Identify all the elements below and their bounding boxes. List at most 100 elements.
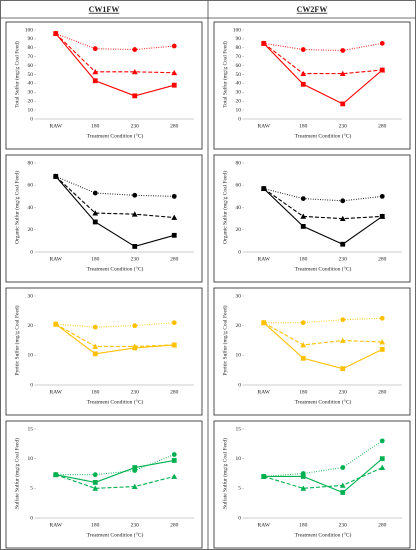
y-tick-label: 40 <box>236 205 242 211</box>
series-line <box>55 323 175 355</box>
x-tick-label: 230 <box>131 123 140 129</box>
series-line <box>55 459 175 483</box>
y-tick-label: 10 <box>236 456 242 462</box>
y-tick-label: 80 <box>28 160 34 166</box>
marker <box>300 196 306 202</box>
series-line <box>263 317 383 324</box>
y-tick-label: 80 <box>236 45 242 51</box>
marker <box>300 342 307 348</box>
x-tick-label: RAW <box>50 522 63 528</box>
marker <box>300 474 306 479</box>
series-line <box>55 322 175 328</box>
x-tick-label: RAW <box>258 389 271 395</box>
y-tick-label: 0 <box>30 249 33 255</box>
marker <box>379 315 385 321</box>
marker <box>132 345 138 351</box>
marker <box>379 347 385 352</box>
series-line <box>263 42 383 52</box>
y-axis-label: Sulfate Sulfur (mg/g Coal Feed) <box>221 438 228 509</box>
marker <box>340 48 346 53</box>
marker <box>171 193 177 199</box>
series-line <box>263 458 383 494</box>
x-tick-label: RAW <box>50 389 63 395</box>
series-line <box>55 175 175 197</box>
marker <box>171 214 178 220</box>
y-tick-label: 0 <box>30 515 33 521</box>
marker <box>131 68 138 75</box>
x-tick-label: 180 <box>299 256 308 262</box>
y-tick-label: 10 <box>236 107 242 113</box>
marker <box>261 186 267 191</box>
y-tick-label: 80 <box>28 45 34 51</box>
y-tick-label: 5 <box>238 486 241 492</box>
y-tick-label: 70 <box>28 54 34 60</box>
marker <box>92 78 98 84</box>
chart-panel <box>5 420 203 549</box>
series-line <box>263 322 383 370</box>
y-tick-label: 30 <box>236 90 242 96</box>
y-tick-label: 40 <box>236 81 242 87</box>
series-line <box>263 188 383 202</box>
marker <box>340 366 346 372</box>
marker <box>300 224 306 229</box>
column-header: CW2FW <box>297 5 328 14</box>
y-tick-label: 5 <box>30 486 33 492</box>
x-tick-label: RAW <box>258 256 271 262</box>
x-tick-label: 180 <box>91 123 100 129</box>
y-tick-label: 0 <box>238 382 241 388</box>
series-line <box>55 474 175 489</box>
x-tick-label: 180 <box>299 522 308 528</box>
series-line <box>55 175 175 248</box>
y-tick-label: 10 <box>28 107 34 113</box>
x-tick-label: 280 <box>170 123 179 129</box>
marker <box>171 320 177 326</box>
marker <box>171 473 178 479</box>
y-tick-label: 60 <box>236 63 242 69</box>
y-tick-label: 10 <box>28 456 34 462</box>
x-tick-label: 230 <box>131 256 140 262</box>
marker <box>92 324 98 330</box>
y-tick-label: 10 <box>236 353 242 359</box>
x-axis-label: Treatment Condition (°C) <box>295 132 352 139</box>
marker <box>132 93 138 99</box>
x-tick-label: RAW <box>258 522 271 528</box>
y-tick-label: 20 <box>28 98 34 104</box>
marker <box>300 355 306 361</box>
marker <box>339 337 346 343</box>
marker <box>92 343 99 349</box>
x-axis-label: Treatment Condition (°C) <box>295 531 352 538</box>
y-tick-label: 60 <box>28 183 34 189</box>
marker <box>340 465 346 470</box>
marker <box>300 47 306 52</box>
y-tick-label: 100 <box>233 27 242 33</box>
marker <box>261 40 267 46</box>
chart-panel <box>213 420 411 549</box>
chart-panel <box>5 21 203 150</box>
x-tick-label: 230 <box>339 522 348 528</box>
marker <box>300 485 307 491</box>
x-axis-label: Treatment Condition (°C) <box>87 132 144 139</box>
y-tick-label: 60 <box>28 63 34 69</box>
y-tick-label: 50 <box>236 72 242 78</box>
series-line <box>55 323 175 347</box>
chart-panel <box>5 154 203 283</box>
x-tick-label: 180 <box>91 522 100 528</box>
marker <box>340 101 346 107</box>
y-tick-label: 80 <box>236 160 242 166</box>
y-axis-label: Sulfate Sulfur (mg/g Coal Feed) <box>13 438 20 509</box>
series-line <box>55 175 175 219</box>
marker <box>171 69 178 76</box>
y-tick-label: 60 <box>236 183 242 189</box>
y-tick-label: 90 <box>28 36 34 42</box>
x-tick-label: 280 <box>378 123 387 129</box>
x-tick-label: 280 <box>378 522 387 528</box>
marker <box>261 320 267 326</box>
column-header: CW1FW <box>89 5 120 14</box>
y-tick-label: 20 <box>236 323 242 329</box>
y-tick-label: 20 <box>236 98 242 104</box>
y-tick-label: 30 <box>236 293 242 299</box>
marker <box>53 321 59 327</box>
marker <box>53 173 59 179</box>
marker <box>300 70 307 77</box>
